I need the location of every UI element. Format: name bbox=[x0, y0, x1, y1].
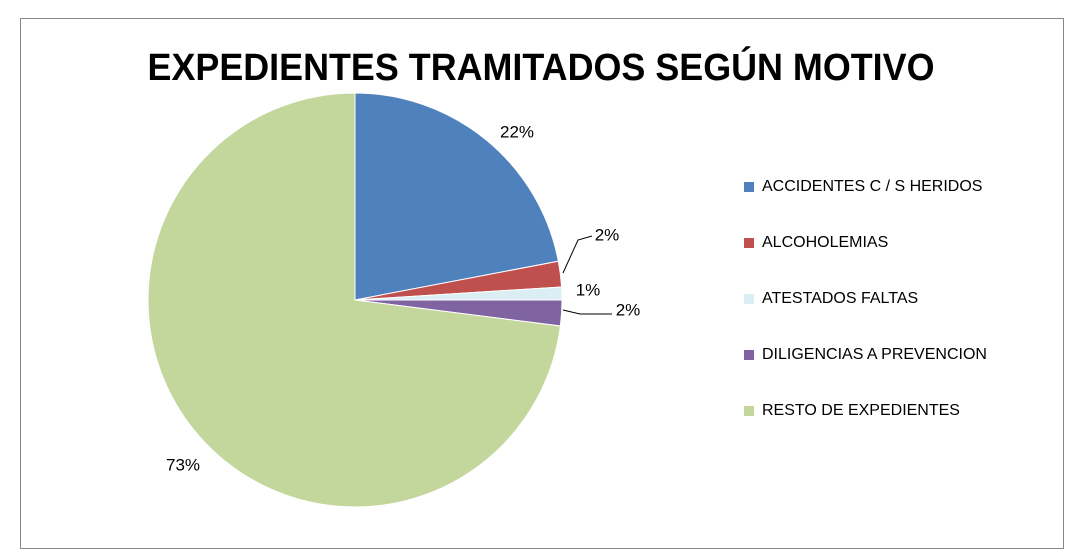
pie-slice bbox=[147, 92, 561, 508]
chart-title: EXPEDIENTES TRAMITADOS SEGÚN MOTIVO bbox=[148, 45, 935, 89]
legend-label: ATESTADOS FALTAS bbox=[762, 290, 918, 307]
legend-label: DILIGENCIAS A PREVENCION bbox=[762, 346, 987, 363]
legend-swatch bbox=[744, 182, 754, 192]
data-label: 73% bbox=[166, 455, 200, 474]
data-label: 2% bbox=[616, 300, 641, 319]
legend-label: ACCIDENTES C / S HERIDOS bbox=[762, 178, 982, 195]
legend-swatch bbox=[744, 238, 754, 248]
pie-slice bbox=[354, 92, 559, 301]
data-label: 1% bbox=[576, 280, 601, 299]
leader-line bbox=[562, 235, 593, 274]
leader-line bbox=[562, 309, 612, 315]
legend-swatch bbox=[744, 294, 754, 304]
data-label: 2% bbox=[595, 225, 620, 244]
legend-label: ALCOHOLEMIAS bbox=[762, 234, 888, 251]
legend-label: RESTO DE EXPEDIENTES bbox=[762, 402, 960, 419]
legend-swatch bbox=[744, 406, 754, 416]
data-label: 22% bbox=[500, 122, 534, 141]
legend-swatch bbox=[744, 350, 754, 360]
